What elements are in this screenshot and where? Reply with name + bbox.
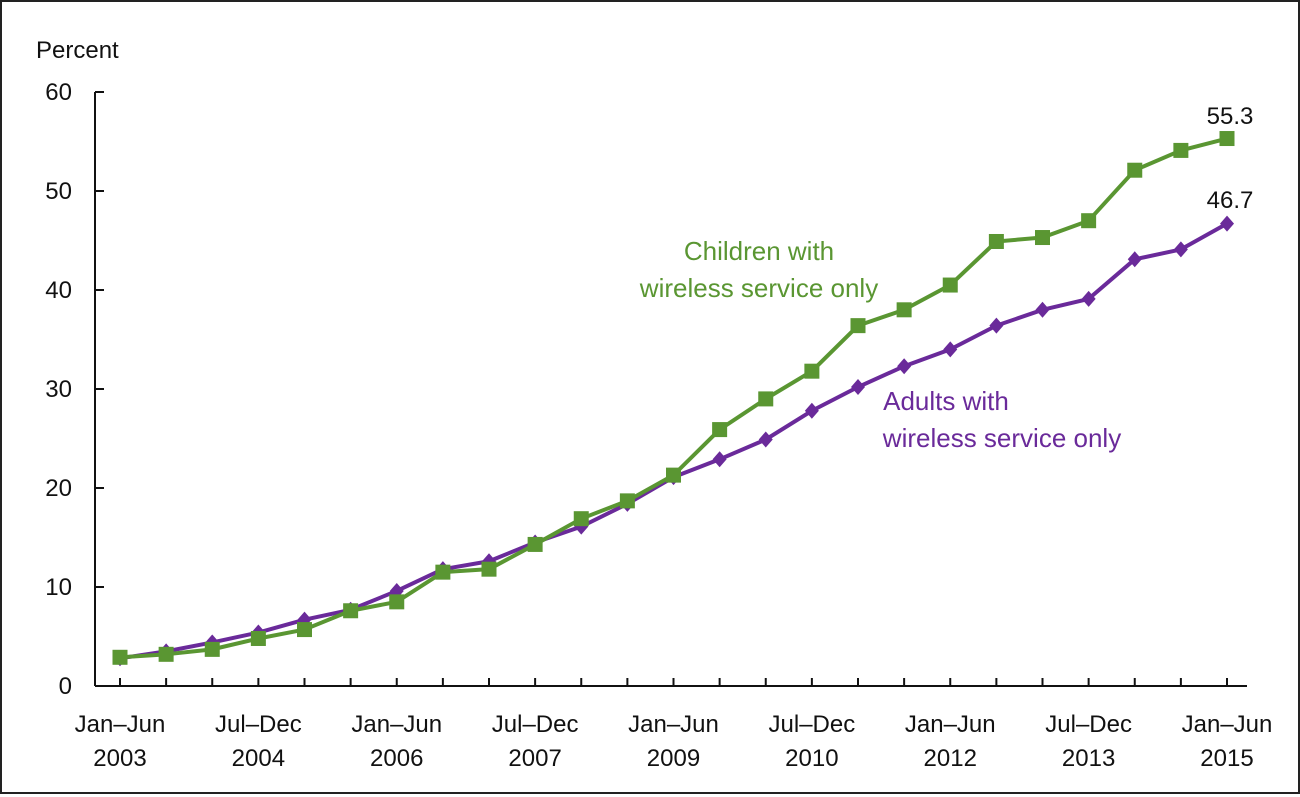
series-label-line: wireless service only (639, 273, 878, 303)
x-tick-label-period: Jul–Dec (1045, 711, 1132, 738)
x-tick-label-period: Jan–Jun (75, 711, 166, 738)
end-value-label: 46.7 (1207, 187, 1254, 214)
data-point-square (204, 641, 220, 657)
end-value-label: 55.3 (1207, 103, 1254, 130)
x-tick-label-period: Jan–Jun (351, 711, 442, 738)
y-axis-ticks: 0 10 20 30 40 50 60 (45, 79, 104, 700)
data-point-square (250, 630, 266, 646)
data-point-square (712, 422, 728, 438)
data-point-square (573, 511, 589, 527)
series-label-line: Children with (684, 236, 834, 266)
x-tick-label-year: 2009 (647, 745, 700, 772)
x-tick-label-year: 2004 (232, 745, 285, 772)
data-point-square (666, 467, 681, 483)
y-tick-label: 40 (45, 277, 72, 304)
data-point-diamond (1173, 241, 1188, 258)
series-label-line: Adults with (883, 386, 1009, 416)
data-point-square (942, 277, 958, 293)
data-point-diamond (989, 317, 1004, 334)
data-point-square (1127, 162, 1143, 178)
series-group (112, 131, 1235, 667)
x-tick-label-period: Jan–Jun (628, 711, 719, 738)
x-axis-ticks: Jan–Jun 2003 Jul–Dec 2004 Jan–Jun 2006 Jul–Dec… (75, 678, 1273, 772)
y-tick-label: 20 (45, 475, 72, 502)
data-point-diamond (1220, 215, 1234, 232)
y-tick-label: 50 (45, 178, 72, 205)
data-point-square (758, 391, 774, 407)
data-point-square (896, 302, 912, 318)
x-tick-label-year: 2006 (370, 745, 423, 772)
data-point-square (389, 594, 405, 610)
data-point-square (343, 603, 359, 619)
data-point-diamond (1127, 251, 1142, 268)
series-line (119, 136, 1228, 660)
y-axis-title: Percent (36, 37, 119, 64)
x-tick-label-year: 2003 (93, 745, 146, 772)
x-tick-label-year: 2013 (1062, 745, 1115, 772)
data-point-diamond (1035, 301, 1050, 318)
data-point-square (1173, 142, 1189, 158)
y-tick-label: 30 (45, 376, 72, 403)
data-point-diamond (758, 431, 773, 448)
axes (94, 92, 1247, 687)
y-tick-label: 60 (45, 79, 72, 106)
x-tick-label-year: 2010 (785, 745, 838, 772)
data-point-square (435, 564, 451, 580)
data-point-square (297, 622, 312, 638)
data-point-diamond (712, 451, 727, 468)
data-point-square (804, 363, 820, 379)
data-point-diamond (1081, 290, 1096, 307)
x-tick-label-period: Jul–Dec (492, 711, 579, 738)
series-label-line: wireless service only (882, 423, 1121, 453)
data-point-square (481, 561, 497, 577)
x-tick-label-period: Jul–Dec (215, 711, 302, 738)
data-point-square (850, 318, 866, 334)
x-tick-label-period: Jan–Jun (905, 711, 996, 738)
series-labels: Children with wireless service only Adults… (639, 103, 1254, 453)
x-tick-label-period: Jul–Dec (769, 711, 856, 738)
data-point-diamond (897, 358, 912, 375)
data-point-square (1219, 131, 1235, 147)
data-point-square (527, 536, 543, 552)
y-tick-label: 10 (45, 574, 72, 601)
x-tick-label-year: 2015 (1200, 745, 1253, 772)
data-point-square (988, 233, 1004, 249)
x-tick-label-year: 2012 (924, 745, 977, 772)
data-point-square (158, 646, 174, 662)
data-point-square (619, 493, 635, 509)
data-point-square (1035, 230, 1050, 246)
data-point-square (112, 649, 128, 665)
data-point-diamond (851, 379, 865, 396)
x-tick-label-period: Jan–Jun (1182, 711, 1273, 738)
data-point-diamond (804, 402, 819, 419)
x-tick-label-year: 2007 (508, 745, 561, 772)
data-point-diamond (943, 341, 958, 358)
y-tick-label: 0 (59, 673, 72, 700)
data-point-square (1081, 213, 1097, 229)
